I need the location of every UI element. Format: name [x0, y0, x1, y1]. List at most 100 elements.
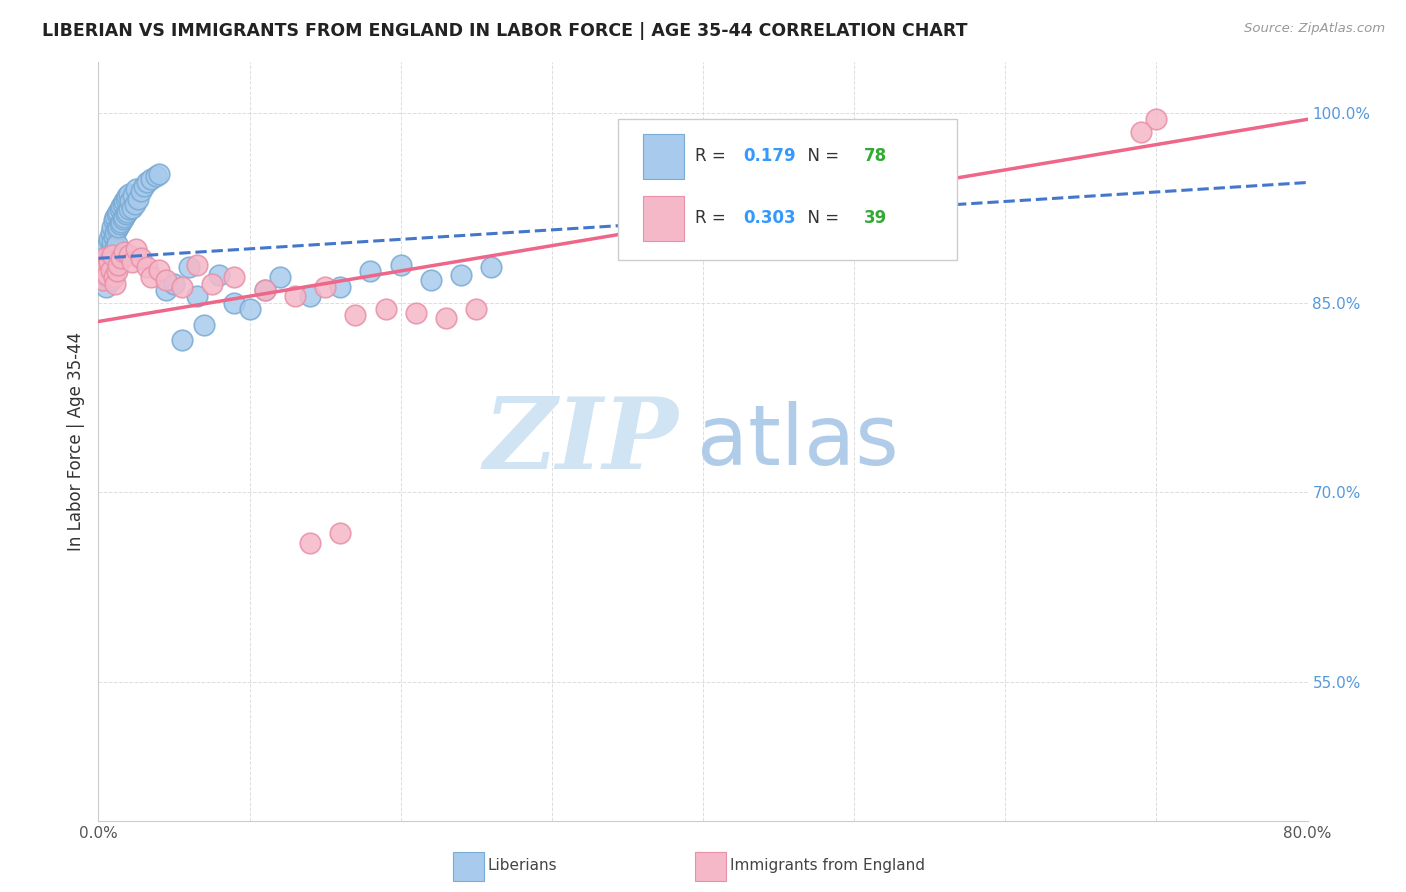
Point: [91, 273, 114, 287]
Text: R =: R =: [695, 210, 731, 227]
Point: [1144, 112, 1167, 127]
Point: [148, 262, 170, 277]
Point: [94, 280, 117, 294]
Point: [103, 213, 125, 227]
Text: LIBERIAN VS IMMIGRANTS FROM ENGLAND IN LABOR FORCE | AGE 35-44 CORRELATION CHART: LIBERIAN VS IMMIGRANTS FROM ENGLAND IN L…: [42, 22, 967, 40]
Point: [284, 289, 307, 303]
Point: [94, 260, 117, 275]
Point: [201, 277, 224, 291]
Point: [110, 252, 132, 266]
Point: [1130, 125, 1153, 139]
Point: [89, 270, 111, 285]
Point: [145, 169, 167, 184]
Y-axis label: In Labor Force | Age 35-44: In Labor Force | Age 35-44: [66, 332, 84, 551]
Point: [94, 244, 117, 259]
Point: [100, 273, 122, 287]
Point: [135, 260, 157, 275]
Text: Liberians: Liberians: [488, 858, 557, 873]
Point: [224, 270, 246, 285]
Point: [107, 204, 129, 219]
Point: [93, 252, 115, 266]
Point: [118, 202, 141, 216]
Point: [141, 171, 163, 186]
Text: 0.303: 0.303: [742, 210, 796, 227]
Point: [135, 176, 157, 190]
Point: [374, 301, 396, 316]
Point: [434, 310, 457, 325]
Point: [100, 226, 122, 240]
Point: [110, 200, 132, 214]
Point: [125, 182, 148, 196]
Point: [112, 210, 135, 224]
Text: ZIP: ZIP: [484, 393, 679, 490]
Point: [120, 194, 142, 209]
Point: [96, 238, 118, 252]
Point: [155, 273, 177, 287]
Point: [170, 280, 193, 294]
Point: [481, 260, 503, 275]
Point: [129, 185, 152, 199]
Point: [420, 273, 443, 287]
Text: N =: N =: [797, 210, 845, 227]
Point: [115, 189, 138, 203]
Point: [132, 179, 155, 194]
Point: [179, 260, 201, 275]
Text: Source: ZipAtlas.com: Source: ZipAtlas.com: [1244, 22, 1385, 36]
Point: [98, 255, 121, 269]
Point: [91, 273, 114, 287]
Text: R =: R =: [695, 147, 731, 165]
Point: [100, 258, 122, 272]
Point: [186, 258, 208, 272]
Point: [96, 255, 118, 269]
Point: [105, 207, 128, 221]
Point: [186, 289, 208, 303]
Point: [224, 295, 246, 310]
Point: [344, 308, 367, 322]
Point: [103, 230, 125, 244]
Point: [329, 280, 352, 294]
Point: [450, 268, 472, 282]
Point: [111, 197, 134, 211]
Point: [239, 301, 262, 316]
Point: [110, 215, 132, 229]
Point: [125, 243, 148, 257]
Point: [118, 186, 141, 201]
FancyBboxPatch shape: [619, 120, 957, 260]
Point: [104, 277, 127, 291]
Point: [107, 258, 129, 272]
Point: [101, 247, 124, 261]
Point: [111, 212, 134, 227]
Point: [314, 280, 336, 294]
Point: [112, 194, 135, 209]
Point: [360, 264, 382, 278]
FancyBboxPatch shape: [453, 852, 484, 881]
Point: [96, 268, 118, 282]
Point: [269, 270, 291, 285]
Point: [118, 247, 141, 261]
Point: [103, 260, 125, 275]
Point: [101, 250, 124, 264]
Point: [104, 225, 127, 239]
Point: [122, 188, 145, 202]
Point: [299, 535, 322, 549]
Point: [129, 252, 152, 266]
Point: [170, 334, 193, 348]
Point: [103, 244, 125, 259]
Point: [121, 201, 143, 215]
Text: 78: 78: [863, 147, 887, 165]
Point: [107, 219, 129, 234]
Point: [121, 255, 143, 269]
Point: [105, 264, 128, 278]
Point: [253, 283, 276, 297]
Point: [108, 217, 131, 231]
Point: [127, 192, 149, 206]
Point: [89, 264, 111, 278]
FancyBboxPatch shape: [643, 196, 683, 241]
Text: 39: 39: [863, 210, 887, 227]
Point: [124, 197, 146, 211]
Point: [96, 270, 118, 285]
Point: [98, 262, 121, 277]
Point: [115, 204, 138, 219]
Point: [114, 192, 136, 206]
Point: [193, 318, 215, 333]
